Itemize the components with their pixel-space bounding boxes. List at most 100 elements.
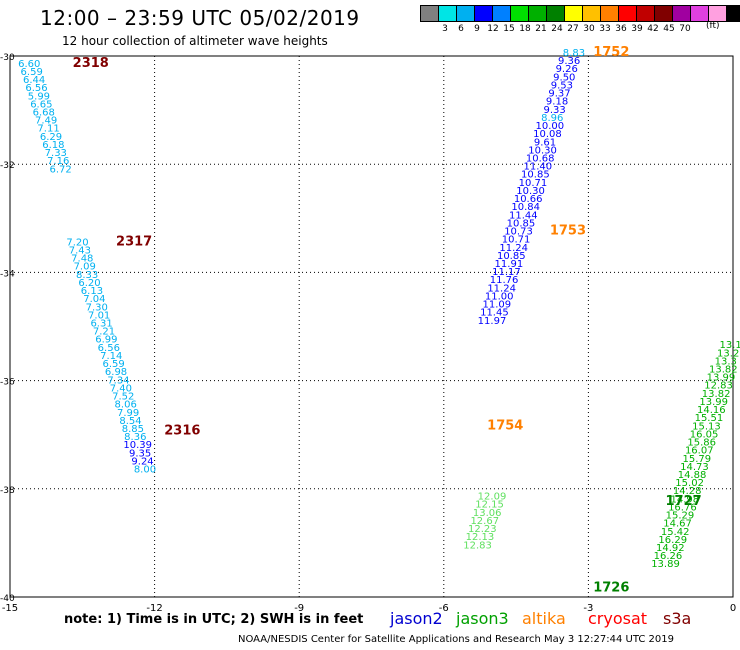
wave-height-label: 7.52	[112, 392, 134, 403]
wave-height-label: 13.3	[715, 356, 737, 367]
wave-height-label: 15.51	[695, 413, 724, 424]
wave-height-label: 12.83	[704, 381, 733, 392]
wave-height-label: 14.73	[680, 462, 709, 473]
wave-height-label: 12.15	[475, 500, 504, 511]
wave-height-label: 10.85	[497, 251, 526, 262]
wave-height-label: 13.99	[707, 373, 736, 384]
wave-height-label: 6.59	[102, 359, 124, 370]
legend-label: 18	[519, 24, 531, 34]
y-tick-label: -40	[0, 594, 15, 604]
wave-height-label: 7.34	[107, 375, 129, 386]
legend-label: 21	[535, 24, 547, 34]
wave-height-label: 6.56	[25, 83, 47, 94]
track-label: 2317	[116, 234, 152, 249]
wave-height-label: 8.96	[541, 113, 563, 124]
plot-frame	[9, 55, 734, 598]
track-label: 1754	[487, 418, 523, 433]
satellite-name: cryosat	[588, 609, 648, 628]
wave-height-label: 11.24	[499, 243, 528, 254]
wave-height-label: 7.11	[37, 124, 59, 135]
legend-label: 12	[487, 24, 499, 34]
wave-height-label: 6.56	[98, 343, 120, 354]
wave-height-label: 13.2	[717, 348, 739, 359]
wave-height-label: 16.26	[654, 551, 683, 562]
satellite-name: jason2	[390, 609, 443, 628]
legend-label: 42	[647, 24, 659, 34]
wave-height-label: 8.00	[134, 465, 156, 476]
legend-label: 9	[474, 24, 480, 34]
wave-height-label: 6.72	[49, 164, 71, 175]
footer-credit: NOAA/NESDIS Center for Satellite Applica…	[238, 634, 674, 645]
wave-height-label: 5.99	[28, 91, 50, 102]
legend-label: 33	[599, 24, 611, 34]
wave-height-label: 16.29	[658, 535, 687, 546]
y-tick-label: -36	[0, 378, 15, 388]
wave-height-label: 9.53	[551, 80, 573, 91]
wave-height-label: 7.04	[83, 294, 105, 305]
legend-label: 36	[615, 24, 627, 34]
x-tick-label: -12	[146, 603, 162, 614]
legend-swatch	[726, 5, 740, 22]
satellite-name: jason3	[456, 609, 509, 628]
wave-height-label: 6.59	[21, 67, 43, 78]
wave-height-label: 15.79	[683, 454, 712, 465]
wave-height-label: 7.48	[71, 254, 93, 265]
page-subtitle: 12 hour collection of altimeter wave hei…	[62, 34, 328, 48]
wave-height-label: 10.71	[519, 178, 548, 189]
wave-height-label: 15.02	[675, 478, 704, 489]
wave-height-label: 14.16	[697, 405, 726, 416]
wave-height-label: 6.98	[105, 367, 127, 378]
x-tick-label: -3	[583, 603, 593, 614]
wave-height-label: 7.20	[66, 237, 88, 248]
wave-height-label: 11.91	[495, 259, 524, 270]
wave-height-label: 12.67	[470, 516, 499, 527]
wave-height-label: 14.98	[670, 494, 699, 505]
wave-height-label: 13.06	[473, 508, 502, 519]
wave-height-label: 13.99	[699, 397, 728, 408]
wave-height-label: 11.76	[490, 275, 519, 286]
wave-height-label: 8.83	[563, 48, 585, 59]
wave-height-label: 15.13	[692, 421, 721, 432]
wave-height-label: 15.29	[666, 511, 695, 522]
wave-height-label: 12.13	[466, 532, 495, 543]
track-label: 1726	[593, 581, 629, 596]
wave-height-label: 6.68	[33, 108, 55, 119]
wave-height-label: 7.01	[88, 310, 110, 321]
wave-height-label: 10.85	[507, 218, 536, 229]
wave-height-label: 6.31	[90, 319, 112, 330]
y-tick-label: -38	[0, 486, 15, 496]
wave-height-label: 8.06	[115, 400, 137, 411]
legend-label: 15	[503, 24, 515, 34]
wave-height-label: 10.30	[516, 186, 545, 197]
wave-height-label: 7.43	[69, 245, 91, 256]
track-label: 2316	[164, 424, 200, 439]
wave-height-label: 11.09	[482, 300, 511, 311]
x-tick-label: -15	[2, 603, 18, 614]
track-label: 2318	[73, 56, 109, 71]
legend-labels: 3 6 9 12 15 18 21 24 27 30 33 36 39 42 45 70	[421, 22, 740, 36]
wave-height-label: 9.36	[558, 56, 580, 67]
wave-height-label: 7.33	[45, 148, 67, 159]
page-title: 12:00 – 23:59 UTC 05/02/2019	[40, 6, 360, 30]
wave-height-label: 8.36	[124, 432, 146, 443]
wave-height-label: 15.86	[687, 438, 716, 449]
wave-height-label: 11.40	[523, 162, 552, 173]
wave-height-label: 10.66	[514, 194, 543, 205]
wave-height-label: 10.68	[526, 153, 555, 164]
wave-height-label: 10.30	[528, 145, 557, 156]
wave-height-label: 14.92	[656, 543, 685, 554]
wave-height-label: 8.85	[122, 424, 144, 435]
wave-height-label: 10.73	[504, 227, 533, 238]
wave-height-label: 12.23	[468, 524, 497, 535]
footer-note: note: 1) Time is in UTC; 2) SWH is in fe…	[64, 612, 364, 627]
wave-height-label: 7.21	[93, 327, 115, 338]
wave-height-label: 16.07	[685, 446, 714, 457]
wave-height-label: 11.24	[487, 283, 516, 294]
wave-height-label: 10.71	[502, 235, 531, 246]
wave-height-label: 9.50	[553, 72, 575, 83]
wave-height-label: 9.61	[534, 137, 556, 148]
legend-label: 6	[458, 24, 464, 34]
wave-height-label: 6.65	[30, 99, 52, 110]
wave-height-label: 14.88	[678, 470, 707, 481]
